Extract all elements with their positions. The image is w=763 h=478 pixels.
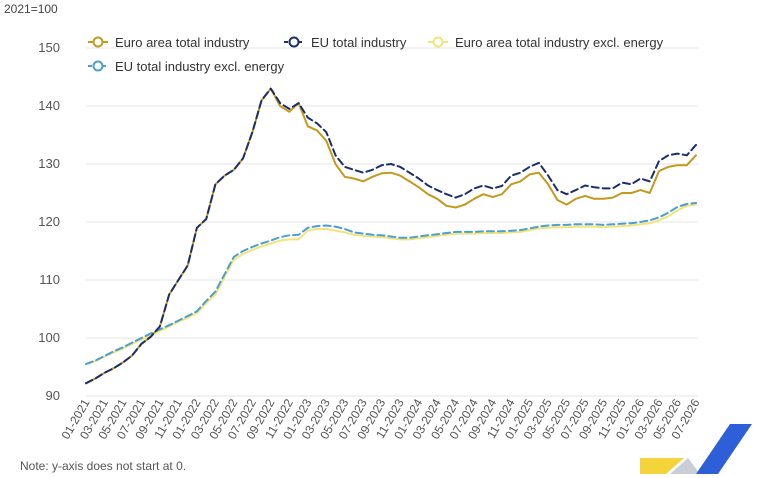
legend-item-2[interactable]: Euro area total industry excl. energy bbox=[428, 35, 664, 50]
legend-label: EU total industry excl. energy bbox=[115, 59, 285, 74]
y-tick-label: 150 bbox=[38, 40, 60, 55]
legend-marker bbox=[92, 36, 104, 48]
legend-item-0[interactable]: Euro area total industry bbox=[88, 35, 250, 50]
logo-grey-shape bbox=[670, 458, 700, 474]
x-axis-tick-labels: 01-202103-202105-202107-202109-202111-20… bbox=[58, 396, 702, 441]
y-tick-label: 130 bbox=[38, 156, 60, 171]
brand-logo bbox=[640, 424, 752, 474]
chart-footnote: Note: y-axis does not start at 0. bbox=[20, 459, 187, 473]
legend-item-3[interactable]: EU total industry excl. energy bbox=[88, 59, 285, 74]
logo-blue-shape bbox=[696, 424, 752, 474]
series-line-2 bbox=[85, 203, 697, 366]
legend-marker bbox=[288, 36, 300, 48]
legend-label: EU total industry bbox=[311, 35, 407, 50]
legend-marker bbox=[432, 36, 444, 48]
series-line-1 bbox=[85, 87, 697, 385]
series-line-3 bbox=[85, 201, 697, 366]
y-axis-tick-labels: 90 100 110 120 130 140 150 bbox=[38, 40, 60, 403]
y-axis-unit-label: 2021=100 bbox=[4, 2, 58, 16]
legend-marker bbox=[92, 60, 104, 72]
chart-legend: Euro area total industry EU total industr… bbox=[88, 35, 664, 74]
y-tick-label: 100 bbox=[38, 330, 60, 345]
y-tick-label: 140 bbox=[38, 98, 60, 113]
y-tick-label: 120 bbox=[38, 214, 60, 229]
legend-label: Euro area total industry excl. energy bbox=[455, 35, 664, 50]
legend-item-1[interactable]: EU total industry bbox=[284, 35, 407, 50]
logo-yellow-shape bbox=[640, 458, 684, 474]
chart-series-lines bbox=[85, 87, 697, 385]
y-tick-label: 90 bbox=[46, 388, 60, 403]
legend-label: Euro area total industry bbox=[115, 35, 250, 50]
y-tick-label: 110 bbox=[39, 272, 60, 287]
chart-gridlines bbox=[86, 47, 698, 397]
